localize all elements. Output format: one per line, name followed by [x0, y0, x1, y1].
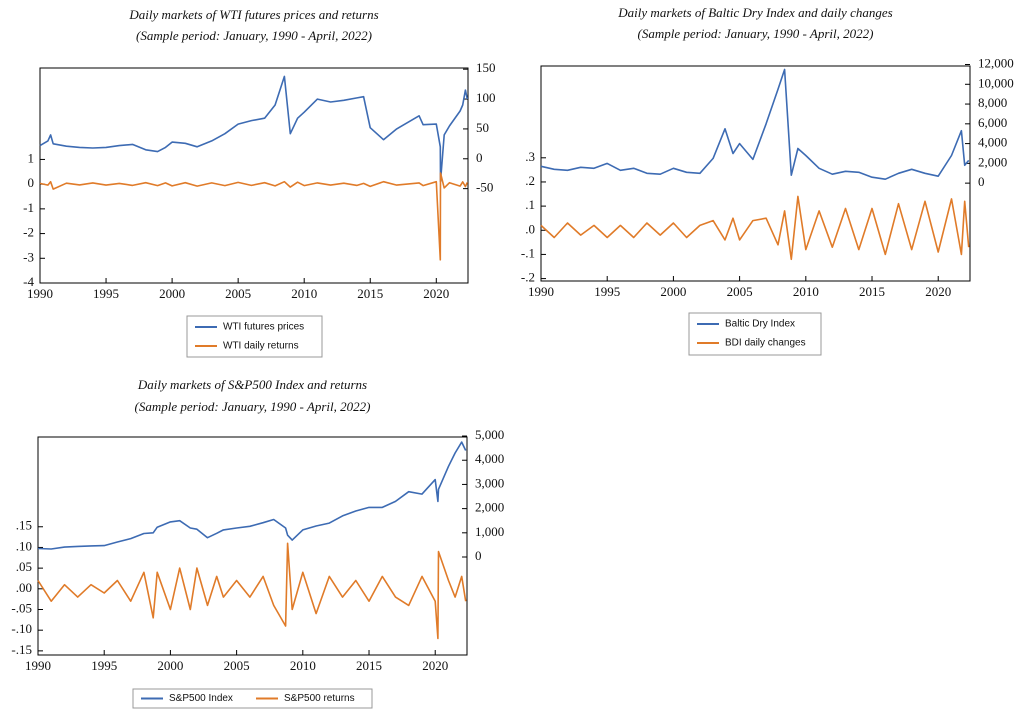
y2-tick-label: 0	[475, 548, 482, 563]
x-tick-label: 2005	[225, 286, 251, 301]
y2-tick-label: 2,000	[475, 500, 504, 515]
x-tick-label: 1990	[528, 284, 554, 299]
y2-tick-label: 0	[978, 174, 985, 189]
y2-tick-label: 5,000	[475, 427, 504, 442]
chart-panel: Daily markets of WTI futures prices and …	[23, 7, 496, 358]
chart-title: Daily markets of S&P500 Index and return…	[137, 377, 367, 392]
x-tick-label: 1995	[91, 658, 117, 673]
y-tick-label: -2	[23, 225, 34, 240]
chart-title: Daily markets of Baltic Dry Index and da…	[617, 5, 892, 20]
y2-tick-label: 1,000	[475, 524, 504, 539]
x-tick-label: 1990	[27, 286, 53, 301]
chart-subtitle: (Sample period: January, 1990 - April, 2…	[135, 399, 371, 414]
y2-tick-label: 100	[476, 90, 496, 105]
y-tick-label: -.2	[521, 270, 535, 285]
y2-tick-label: 4,000	[978, 135, 1007, 150]
y-tick-label: -3	[23, 249, 34, 264]
y2-tick-label: 2,000	[978, 154, 1007, 169]
y2-tick-label: 6,000	[978, 115, 1007, 130]
x-tick-label: 1995	[594, 284, 620, 299]
x-tick-label: 2010	[291, 286, 317, 301]
chart-title: Daily markets of WTI futures prices and …	[128, 7, 378, 22]
legend-label: S&P500 Index	[169, 693, 233, 704]
y-tick-label: .0	[525, 221, 535, 236]
y-tick-label: -4	[23, 274, 34, 289]
legend-label: S&P500 returns	[284, 693, 355, 704]
x-tick-label: 2020	[423, 286, 449, 301]
y-tick-label: .3	[525, 149, 535, 164]
y-tick-label: .00	[16, 580, 32, 595]
x-tick-label: 2010	[290, 658, 316, 673]
y-tick-label: -.15	[11, 642, 32, 657]
plot-frame	[37, 436, 468, 656]
x-tick-label: 2010	[793, 284, 819, 299]
chart-subtitle: (Sample period: January, 1990 - April, 2…	[136, 28, 372, 43]
legend: Baltic Dry Index BDI daily changes	[688, 312, 822, 356]
y2-tick-label: 10,000	[978, 75, 1014, 90]
y-tick-label: -.10	[11, 621, 32, 636]
y-tick-label: -1	[23, 200, 34, 215]
legend-label: WTI daily returns	[223, 341, 299, 352]
y2-tick-label: 8,000	[978, 95, 1007, 110]
x-tick-label: 2000	[157, 658, 183, 673]
y-tick-label: .1	[525, 197, 535, 212]
chart-subtitle: (Sample period: January, 1990 - April, 2…	[638, 26, 874, 41]
x-tick-label: 2000	[159, 286, 185, 301]
y-tick-label: 1	[28, 150, 35, 165]
legend-frame	[688, 312, 822, 356]
x-tick-label: 2005	[727, 284, 753, 299]
y-tick-label: .15	[16, 518, 32, 533]
y2-tick-label: 12,000	[978, 56, 1014, 71]
y2-tick-label: 150	[476, 60, 496, 75]
y2-tick-label: 0	[476, 150, 483, 165]
y2-tick-label: 4,000	[475, 451, 504, 466]
legend-label: BDI daily changes	[725, 338, 806, 349]
plot-frame	[540, 65, 971, 282]
plot-frame	[39, 67, 469, 284]
series-line	[39, 172, 469, 261]
y-tick-label: 0	[28, 175, 35, 190]
x-tick-label: 1995	[93, 286, 119, 301]
x-tick-label: 1990	[25, 658, 51, 673]
y2-tick-label: 3,000	[475, 475, 504, 490]
y-tick-label: -.1	[521, 245, 535, 260]
x-tick-label: 2015	[357, 286, 383, 301]
chart-panel: Daily markets of S&P500 Index and return…	[11, 377, 504, 709]
x-tick-label: 2005	[224, 658, 250, 673]
legend-label: WTI futures prices	[223, 322, 304, 333]
series-line	[540, 195, 970, 261]
y2-tick-label: 50	[476, 120, 489, 135]
series-line	[37, 441, 467, 550]
y-tick-label: .10	[16, 538, 32, 553]
legend-label: Baltic Dry Index	[725, 319, 795, 330]
series-line	[37, 542, 467, 640]
x-tick-label: 2020	[422, 658, 448, 673]
legend-frame	[132, 688, 373, 709]
series-line	[540, 68, 970, 180]
x-tick-label: 2020	[925, 284, 951, 299]
y-tick-label: .2	[525, 173, 535, 188]
legend-frame	[186, 315, 323, 358]
y2-tick-label: -50	[476, 180, 493, 195]
y-tick-label: -.05	[11, 600, 32, 615]
series-line	[39, 75, 469, 183]
x-tick-label: 2000	[660, 284, 686, 299]
x-tick-label: 2015	[859, 284, 885, 299]
y-tick-label: .05	[16, 559, 32, 574]
x-tick-label: 2015	[356, 658, 382, 673]
legend: S&P500 Index S&P500 returns	[132, 688, 373, 709]
legend: WTI futures prices WTI daily returns	[186, 315, 323, 358]
chart-panel: Daily markets of Baltic Dry Index and da…	[521, 5, 1014, 356]
